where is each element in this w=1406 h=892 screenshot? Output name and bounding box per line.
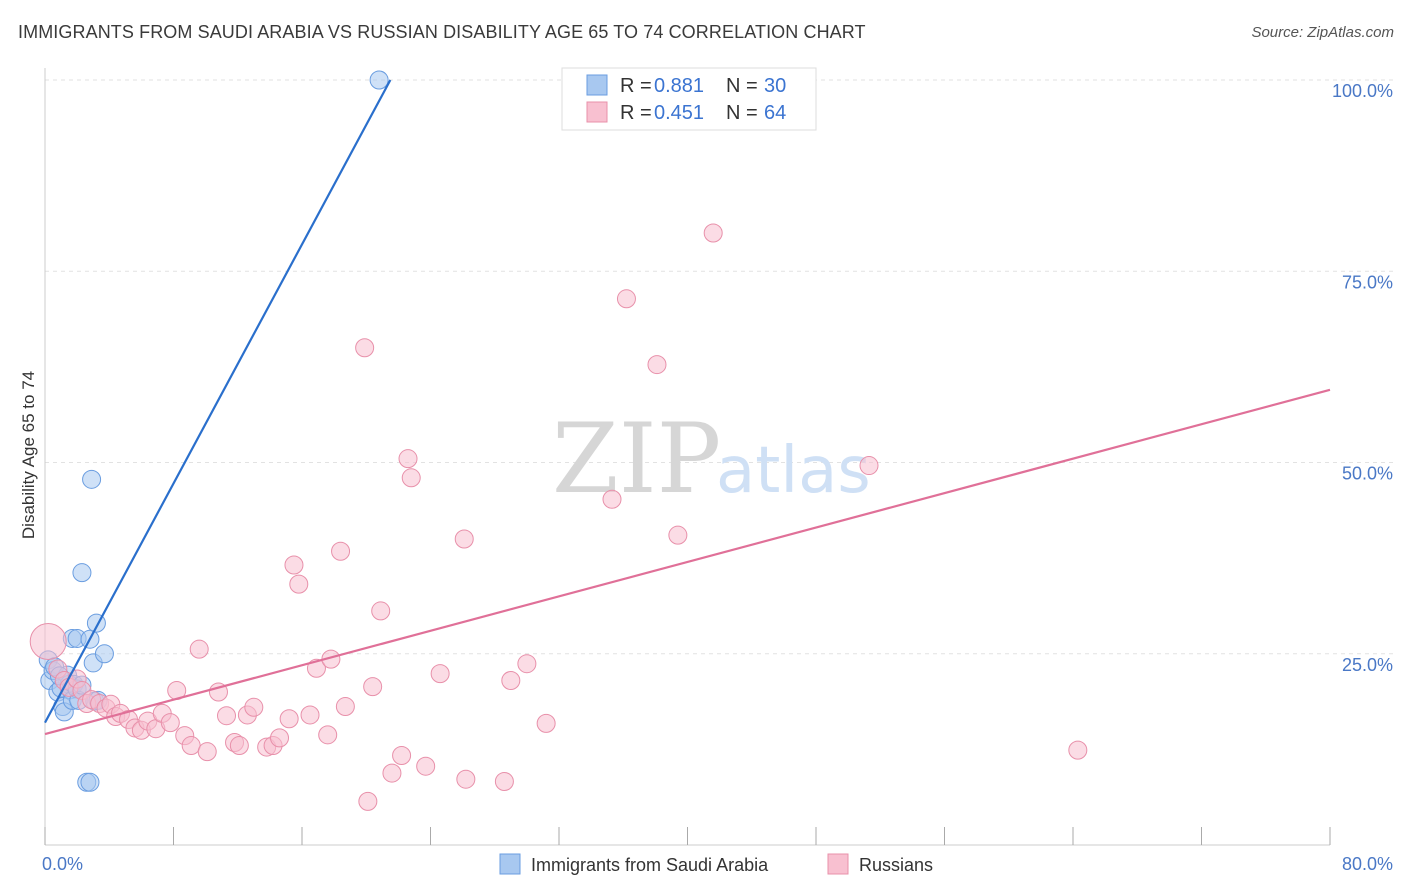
russian-point-50: [401, 468, 421, 488]
russian-trend-line: [44, 388, 1331, 736]
russian-point-65: [1068, 740, 1088, 760]
russian-point-34: [279, 709, 299, 729]
russian-point-56: [501, 671, 521, 691]
x-tick-labels: 0.0% 80.0%: [42, 854, 1393, 874]
legend-r-label-0: R =: [620, 75, 652, 97]
bottom-legend-label-0: Immigrants from Saudi Arabia: [531, 855, 769, 875]
russian-point-55: [494, 772, 514, 792]
legend-swatch-1: [586, 101, 608, 123]
y-tick-label-3: 100.0%: [1332, 81, 1393, 101]
russian-point-36: [289, 574, 309, 594]
trend-lines: [44, 79, 1331, 736]
russian-point-38: [306, 658, 326, 678]
russian-point-64: [859, 456, 879, 476]
russian-point-28: [229, 736, 249, 756]
russian-point-35: [284, 555, 304, 575]
russian-point-60: [616, 289, 636, 309]
russian-point-23: [189, 639, 209, 659]
x-tick-label-1: 80.0%: [1342, 854, 1393, 874]
legend-r-value-1: 0.451: [654, 102, 704, 124]
saudi-trend-line: [44, 79, 392, 724]
russian-point-44: [358, 791, 378, 811]
russian-point-0: [29, 623, 67, 661]
y-tick-label-0: 25.0%: [1342, 655, 1393, 675]
y-axis-label: Disability Age 65 to 74: [19, 371, 38, 539]
saudi-point-27: [94, 644, 114, 664]
legend-r-label-1: R =: [620, 102, 652, 124]
russian-point-46: [371, 601, 391, 621]
russian-point-22: [181, 736, 201, 756]
bottom-legend-label-1: Russians: [859, 855, 933, 875]
saudi-point-22: [82, 469, 102, 489]
russian-point-19: [160, 713, 180, 733]
legend-n-value-0: 30: [764, 75, 786, 97]
legend-n-label-1: N =: [726, 102, 758, 124]
russian-point-48: [392, 745, 412, 765]
russian-point-62: [668, 525, 688, 545]
bottom-legend-swatch-0: [499, 853, 521, 875]
russian-point-26: [217, 706, 237, 726]
data-points: [29, 70, 1088, 811]
russian-point-37: [300, 705, 320, 725]
chart-source: Source: ZipAtlas.com: [1251, 24, 1394, 41]
russian-point-61: [647, 355, 667, 375]
russian-point-52: [430, 664, 450, 684]
russian-point-58: [536, 713, 556, 733]
bottom-legend: Immigrants from Saudi Arabia Russians: [499, 853, 933, 875]
russian-point-24: [197, 742, 217, 762]
russian-point-33: [270, 728, 290, 748]
russian-point-49: [398, 449, 418, 469]
chart-title: IMMIGRANTS FROM SAUDI ARABIA VS RUSSIAN …: [18, 22, 866, 42]
axes: [44, 68, 1331, 846]
russian-point-42: [335, 697, 355, 717]
y-tick-labels: 25.0% 50.0% 75.0% 100.0%: [1332, 81, 1393, 675]
russian-point-59: [602, 489, 622, 509]
russian-point-43: [355, 338, 375, 358]
x-tick-label-0: 0.0%: [42, 854, 83, 874]
russian-point-41: [331, 541, 351, 561]
legend-n-label-0: N =: [726, 75, 758, 97]
watermark-atlas: atlas: [716, 434, 871, 508]
legend-box: R = 0.881 N = 30 R = 0.451 N = 64: [561, 67, 817, 131]
saudi-point-18: [72, 563, 92, 583]
russian-point-45: [363, 677, 383, 697]
legend-n-value-1: 64: [764, 102, 786, 124]
russian-point-57: [517, 654, 537, 674]
legend-swatch-0: [586, 74, 608, 96]
russian-point-30: [244, 697, 264, 717]
y-tick-label-1: 50.0%: [1342, 464, 1393, 484]
legend-r-value-0: 0.881: [654, 75, 704, 97]
russian-point-47: [382, 763, 402, 783]
russian-point-51: [416, 756, 436, 776]
saudi-point-20: [80, 772, 100, 792]
watermark: ZIP atlas: [552, 403, 871, 515]
russian-point-53: [454, 529, 474, 549]
russian-point-54: [456, 769, 476, 789]
bottom-legend-swatch-1: [827, 853, 849, 875]
watermark-zip: ZIP: [552, 403, 721, 515]
saudi-point-29: [369, 70, 389, 90]
y-tick-label-2: 75.0%: [1342, 272, 1393, 292]
grid-lines: [45, 79, 1395, 655]
russian-point-63: [703, 223, 723, 243]
russian-point-39: [318, 725, 338, 745]
